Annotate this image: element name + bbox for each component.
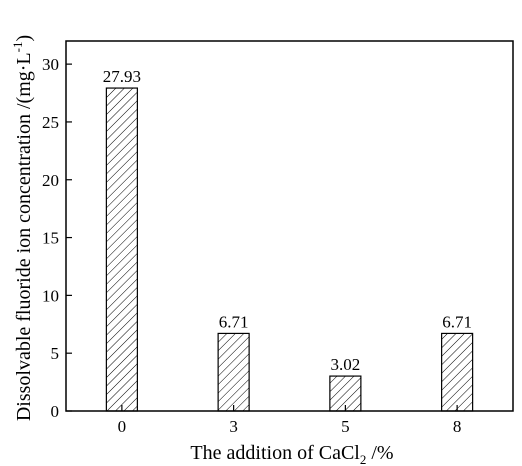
- data-label-8: 6.71: [442, 312, 472, 331]
- plot-frame: [65, 40, 514, 412]
- plot-axes: 0 5 10 15 20 25 30 0 3 5 8: [42, 40, 514, 436]
- bars-group: [105, 87, 474, 412]
- y-tick-label: 10: [42, 286, 59, 305]
- bar-0: [105, 87, 138, 412]
- data-labels-group: 27.93 6.71 3.02 6.71: [103, 67, 472, 374]
- x-tick-label: 3: [229, 417, 238, 436]
- bar-8: [441, 332, 474, 412]
- bar-5: [329, 375, 362, 412]
- data-label-0: 27.93: [103, 67, 141, 86]
- y-tick-label: 0: [51, 402, 60, 421]
- y-axis-title: Dissolvable fluoride ion concentration /…: [10, 35, 35, 421]
- y-tick-label: 30: [42, 55, 59, 74]
- y-tick-label: 20: [42, 171, 59, 190]
- y-tick-label: 5: [51, 344, 60, 363]
- x-tick-label: 8: [453, 417, 462, 436]
- bar-3: [217, 332, 250, 412]
- x-axis-title: The addition of CaCl2 /%: [190, 442, 393, 466]
- data-label-5: 3.02: [331, 355, 361, 374]
- x-tick-label: 5: [341, 417, 350, 436]
- y-tick-label: 15: [42, 229, 59, 248]
- data-label-3: 6.71: [219, 312, 249, 331]
- x-tick-label: 0: [118, 417, 127, 436]
- y-tick-label: 25: [42, 113, 59, 132]
